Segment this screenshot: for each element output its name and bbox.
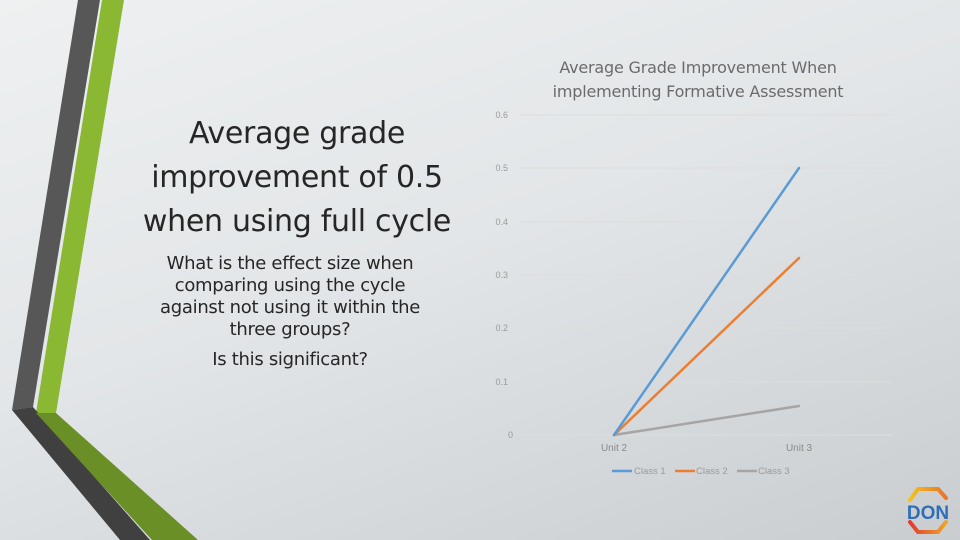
- y-tick: 0.4: [495, 217, 508, 227]
- slide-title: Average grade improvement of 0.5 when us…: [132, 112, 462, 244]
- slide-body: What is the effect size when comparing u…: [134, 253, 446, 371]
- question-significance: Is this significant?: [212, 349, 368, 370]
- title-line: Average grade: [188, 116, 406, 151]
- don-logo-icon: DON: [907, 487, 949, 534]
- legend-class-3: Class 3: [758, 466, 790, 477]
- y-tick: 0.2: [495, 323, 508, 333]
- x-tick: Unit 3: [786, 443, 813, 454]
- question-effect-size: What is the effect size when comparing u…: [160, 253, 420, 340]
- y-tick: 0.6: [495, 110, 508, 120]
- title-line: improvement of 0.5: [151, 160, 443, 195]
- y-tick: 0.1: [495, 377, 508, 387]
- series-class-3: [612, 404, 801, 437]
- legend-class-1: Class 1: [634, 466, 666, 477]
- series-lines: [612, 166, 801, 437]
- series-class-2: [612, 256, 801, 437]
- gridlines: [520, 114, 892, 436]
- chart-title: Average Grade Improvement When implement…: [552, 58, 844, 101]
- x-axis-labels: Unit 2 Unit 3: [601, 443, 813, 454]
- y-axis-labels: 0.6 0.5 0.4 0.3 0.2 0.1 0: [495, 110, 513, 440]
- y-tick: 0.3: [495, 270, 508, 280]
- x-tick: Unit 2: [601, 443, 628, 454]
- y-tick: 0: [508, 430, 513, 440]
- y-tick: 0.5: [495, 163, 508, 173]
- title-line: when using full cycle: [142, 204, 452, 239]
- chart-legend: Class 1 Class 2 Class 3: [612, 466, 790, 477]
- series-class-1: [612, 166, 801, 437]
- legend-class-2: Class 2: [696, 466, 728, 477]
- svg-text:DON: DON: [907, 503, 949, 524]
